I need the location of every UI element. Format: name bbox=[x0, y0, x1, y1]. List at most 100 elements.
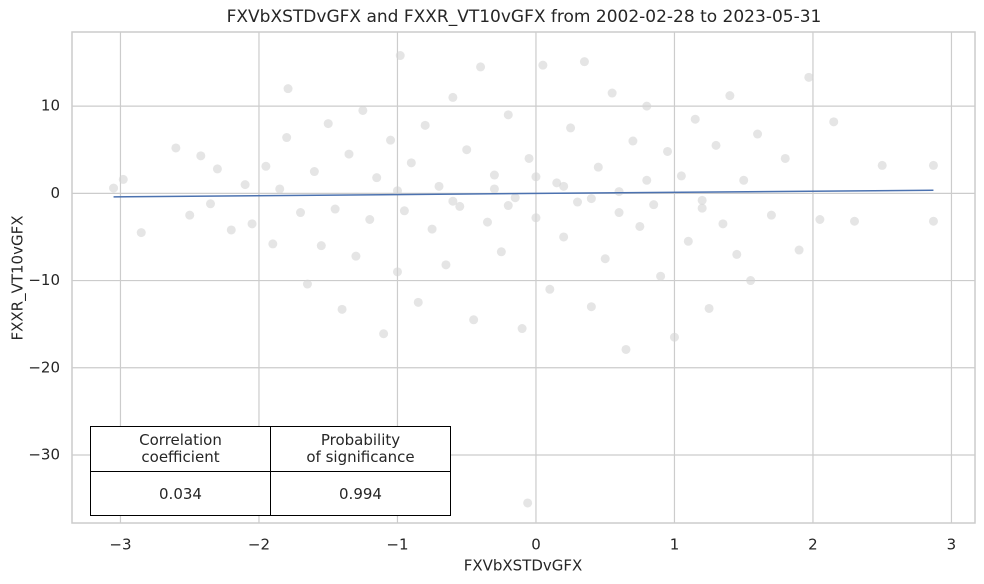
point bbox=[523, 498, 533, 508]
point bbox=[171, 143, 181, 153]
point bbox=[386, 135, 396, 145]
point bbox=[656, 271, 666, 281]
point bbox=[545, 284, 555, 294]
point bbox=[690, 114, 700, 124]
point bbox=[496, 247, 506, 257]
point bbox=[524, 153, 534, 163]
point bbox=[196, 151, 206, 161]
point bbox=[469, 315, 479, 325]
point bbox=[392, 186, 402, 196]
point bbox=[753, 129, 763, 139]
point bbox=[240, 180, 250, 190]
point bbox=[815, 215, 825, 225]
point bbox=[614, 208, 624, 218]
x-tick-label: 0 bbox=[531, 536, 541, 554]
point bbox=[531, 172, 541, 182]
point bbox=[372, 173, 382, 183]
point bbox=[732, 249, 742, 259]
point bbox=[296, 208, 306, 218]
point bbox=[482, 217, 492, 227]
point bbox=[282, 133, 292, 143]
table-header: Probability of significance bbox=[270, 426, 451, 472]
point bbox=[711, 140, 721, 150]
point bbox=[489, 170, 499, 180]
point bbox=[559, 232, 569, 242]
point bbox=[804, 72, 814, 82]
point bbox=[704, 303, 714, 313]
point bbox=[365, 215, 375, 225]
point bbox=[573, 197, 583, 207]
point bbox=[628, 136, 638, 146]
point bbox=[136, 228, 146, 238]
point bbox=[794, 245, 804, 255]
x-tick-label: −3 bbox=[109, 536, 131, 554]
point bbox=[323, 119, 333, 129]
point bbox=[344, 149, 354, 159]
point bbox=[566, 123, 576, 133]
point bbox=[448, 92, 458, 102]
chart-title: FXVbXSTDvGFX and FXXR_VT10vGFX from 2002… bbox=[227, 7, 822, 27]
regression-line bbox=[113, 189, 934, 198]
point bbox=[226, 225, 236, 235]
point bbox=[552, 178, 562, 188]
point bbox=[358, 105, 368, 115]
point bbox=[642, 101, 652, 111]
point bbox=[330, 204, 340, 214]
point bbox=[247, 219, 257, 229]
point bbox=[928, 216, 938, 226]
point bbox=[455, 201, 465, 211]
point bbox=[503, 201, 513, 211]
point bbox=[212, 164, 222, 174]
x-tick-label: 2 bbox=[808, 536, 818, 554]
point bbox=[718, 219, 728, 229]
y-axis-label: FXXR_VT10vGFX bbox=[9, 215, 28, 340]
point bbox=[118, 174, 128, 184]
point bbox=[413, 297, 423, 307]
y-tick-label: 10 bbox=[41, 97, 60, 115]
point bbox=[275, 184, 285, 194]
y-tick-label: −20 bbox=[28, 358, 60, 376]
point bbox=[669, 332, 679, 342]
grid bbox=[72, 32, 975, 523]
point bbox=[476, 62, 486, 72]
point bbox=[109, 183, 119, 193]
point bbox=[663, 146, 673, 156]
x-tick-label: −1 bbox=[386, 536, 408, 554]
plot-frame bbox=[71, 31, 976, 524]
point bbox=[268, 239, 278, 249]
point bbox=[607, 88, 617, 98]
point bbox=[697, 203, 707, 213]
point bbox=[877, 160, 887, 170]
point bbox=[261, 161, 271, 171]
point bbox=[649, 200, 659, 210]
point bbox=[283, 84, 293, 94]
x-tick-label: 3 bbox=[947, 536, 957, 554]
point bbox=[586, 302, 596, 312]
point bbox=[850, 216, 860, 226]
point bbox=[766, 210, 776, 220]
point bbox=[746, 276, 756, 286]
x-axis-label: FXVbXSTDvGFX bbox=[464, 557, 583, 575]
point bbox=[441, 260, 451, 270]
point bbox=[309, 167, 319, 177]
point bbox=[302, 279, 312, 289]
point bbox=[593, 162, 603, 172]
point bbox=[928, 160, 938, 170]
point bbox=[635, 221, 645, 231]
y-tick-label: −30 bbox=[28, 445, 60, 463]
point bbox=[739, 175, 749, 185]
point bbox=[579, 57, 589, 67]
point bbox=[780, 153, 790, 163]
point bbox=[676, 171, 686, 181]
point bbox=[379, 329, 389, 339]
point bbox=[392, 267, 402, 277]
point bbox=[586, 194, 596, 204]
point bbox=[829, 117, 839, 127]
x-tick-label: 1 bbox=[670, 536, 680, 554]
point bbox=[683, 236, 693, 246]
point bbox=[427, 224, 437, 234]
point bbox=[316, 241, 326, 251]
point bbox=[420, 120, 430, 130]
y-tick-label: 0 bbox=[50, 184, 60, 202]
